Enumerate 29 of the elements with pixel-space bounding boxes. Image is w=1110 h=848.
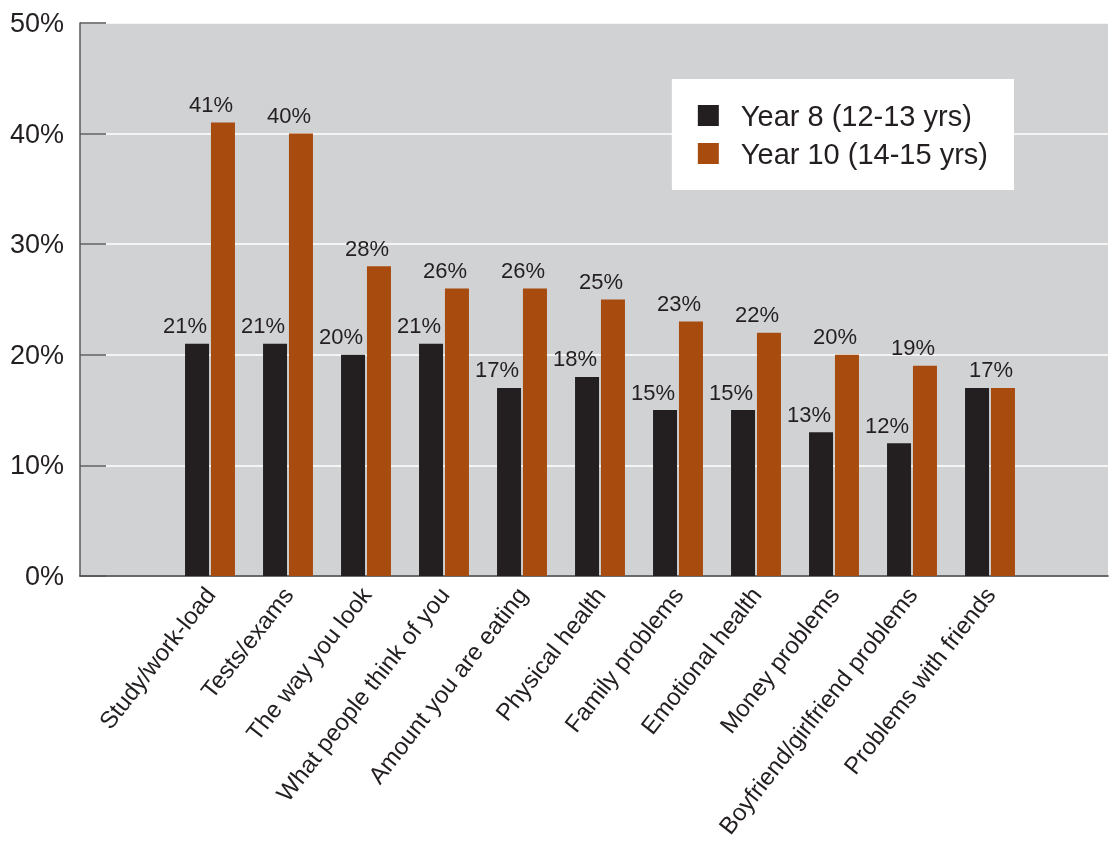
data-label: 22%	[734, 302, 779, 328]
data-label: 21%	[163, 313, 208, 339]
legend-label: Year 10 (14-15 yrs)	[740, 137, 989, 170]
data-label: 15%	[631, 379, 676, 405]
data-label: 17%	[968, 357, 1013, 383]
data-label: 26%	[500, 257, 545, 283]
data-label: 26%	[422, 257, 467, 283]
y-tick-label: 30%	[9, 229, 64, 260]
y-tick-label: 0%	[24, 561, 64, 591]
y-tick-label: 10%	[9, 450, 64, 481]
data-label: 12%	[865, 412, 910, 438]
data-label: 18%	[553, 346, 598, 372]
data-label: 20%	[319, 324, 364, 350]
data-label: 17%	[475, 357, 520, 383]
data-label: 40%	[266, 103, 311, 129]
data-label: 25%	[578, 269, 623, 294]
data-label: 23%	[656, 291, 701, 317]
y-tick-label: 50%	[9, 8, 64, 38]
y-tick-label: 20%	[9, 339, 64, 370]
data-label: 15%	[709, 379, 754, 405]
data-label: 20%	[812, 324, 857, 350]
data-label: 21%	[241, 313, 286, 339]
y-tick-label: 40%	[9, 118, 64, 149]
data-label: 28%	[344, 235, 389, 261]
data-label: 21%	[397, 313, 442, 339]
data-label: 41%	[188, 92, 233, 118]
data-label: 13%	[787, 401, 832, 427]
data-label: 19%	[890, 335, 935, 361]
legend-label: Year 8 (12-13 yrs)	[740, 99, 972, 132]
